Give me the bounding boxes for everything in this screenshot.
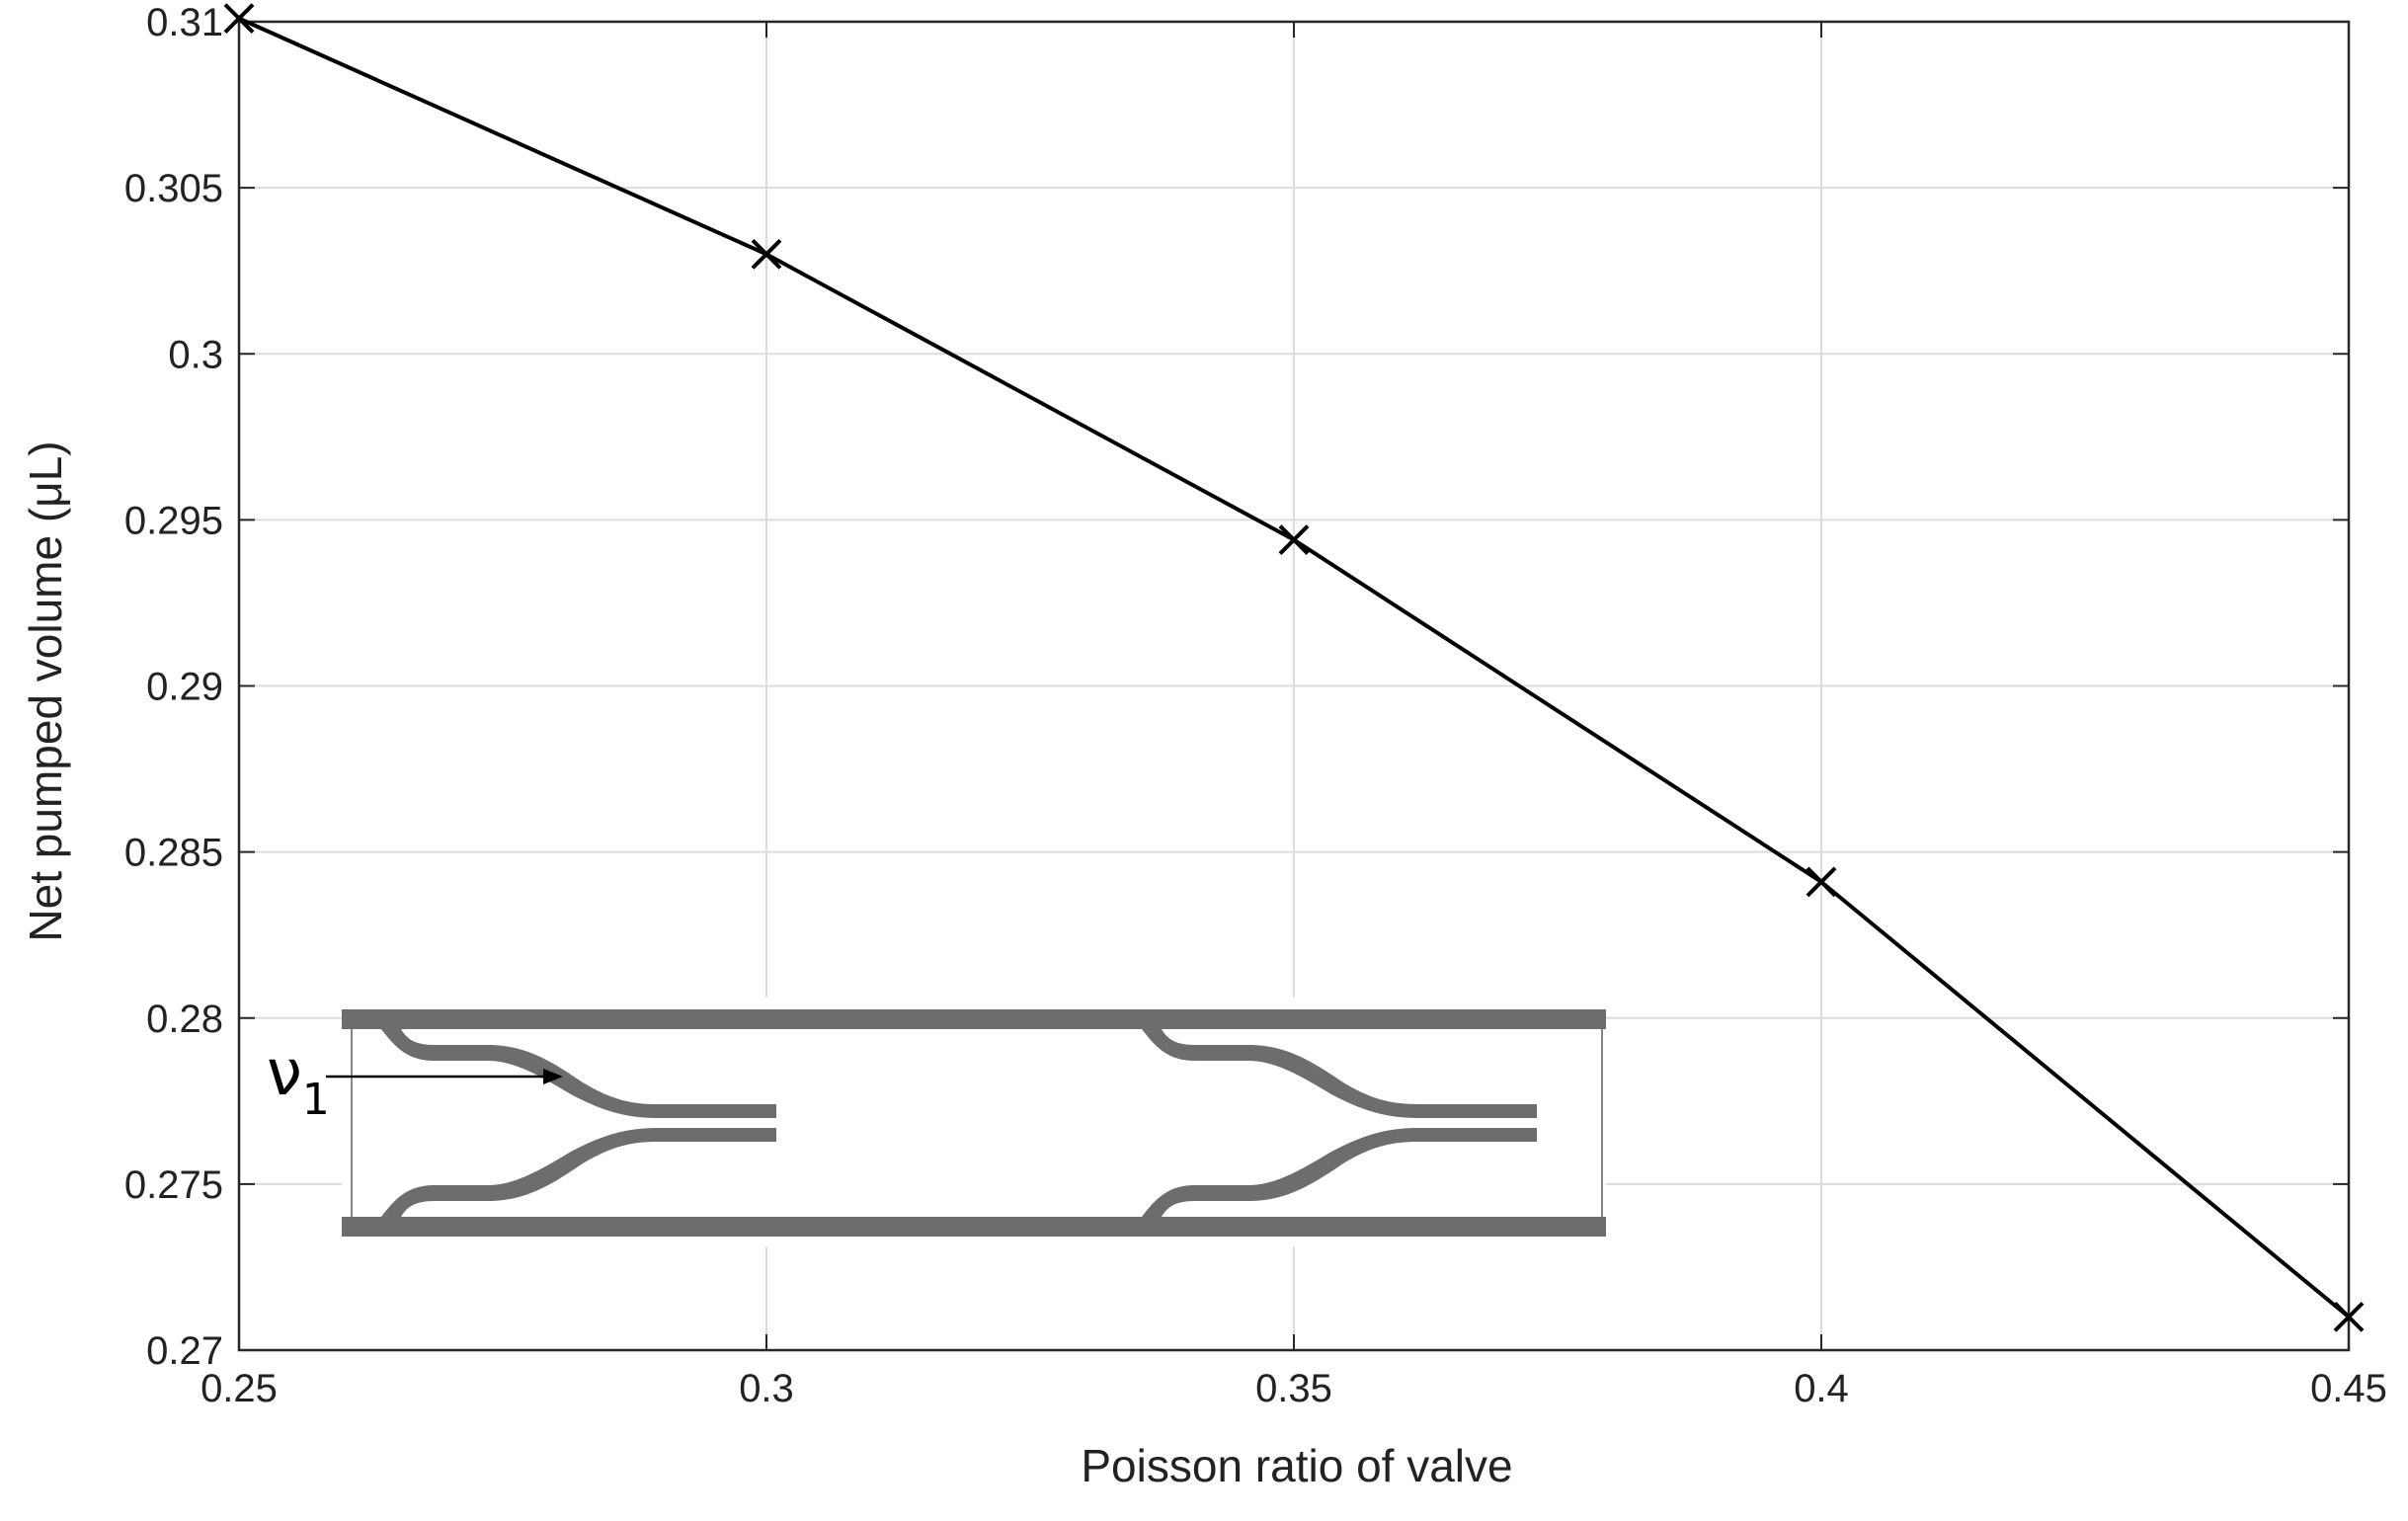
plot-frame	[237, 20, 2351, 1352]
valve-1-lower-leaflet	[381, 1128, 776, 1217]
marker-stroke	[2333, 1301, 2365, 1332]
y-axis-label: Net pumped volume (μL)	[20, 440, 71, 941]
data-series	[223, 3, 2365, 1332]
y-tick-label: 0.285	[124, 832, 223, 875]
y-tick-label: 0.29	[146, 666, 223, 709]
x-tick-label: 0.4	[1794, 1367, 1849, 1410]
data-point-marker	[223, 3, 255, 35]
x-axis-label: Poisson ratio of valve	[1081, 1440, 1512, 1491]
tick-labels: 0.25 0.3 0.35 0.4 0.45 0.27 0.275 0.28 0.285 0.29…	[124, 1, 2387, 1410]
nu1-label: ν1	[267, 1037, 330, 1125]
y-tick-label: 0.305	[124, 167, 223, 210]
data-point-marker	[751, 238, 782, 270]
channel-top-wall	[342, 1009, 1606, 1029]
marker-stroke	[1278, 524, 1310, 555]
valve-1	[381, 1029, 776, 1217]
valve-2-upper-leaflet	[1142, 1029, 1537, 1118]
x-tick-label: 0.25	[201, 1367, 278, 1410]
marker-stroke	[1806, 866, 1837, 898]
marker-stroke	[223, 3, 255, 35]
channel-bottom-wall	[342, 1217, 1606, 1237]
valve-2	[1142, 1029, 1537, 1217]
y-tick-label: 0.3	[168, 333, 223, 376]
data-point-marker	[1806, 866, 1837, 898]
valve-2-lower-leaflet	[1142, 1128, 1537, 1217]
data-point-marker	[1278, 524, 1310, 555]
nu1-label-symbol: ν	[267, 1037, 302, 1110]
y-tick-label: 0.275	[124, 1163, 223, 1207]
nu1-label-subscript: 1	[302, 1075, 330, 1125]
valve-diagram-inset: ν1	[267, 998, 1606, 1246]
x-tick-label: 0.45	[2310, 1367, 2387, 1410]
marker-stroke	[751, 238, 782, 270]
x-tick-label: 0.35	[1255, 1367, 1332, 1410]
plot-axes	[237, 20, 2351, 1352]
y-tick-label: 0.28	[146, 998, 223, 1041]
y-tick-label: 0.295	[124, 499, 223, 542]
inset-background	[342, 998, 1606, 1246]
y-tick-label: 0.27	[146, 1329, 223, 1373]
valve-1-upper-leaflet	[381, 1029, 776, 1118]
x-tick-label: 0.3	[739, 1367, 794, 1410]
nu1-pointer-arrowhead	[543, 1069, 563, 1084]
data-point-marker	[2333, 1301, 2365, 1332]
y-tick-label: 0.31	[146, 1, 223, 44]
